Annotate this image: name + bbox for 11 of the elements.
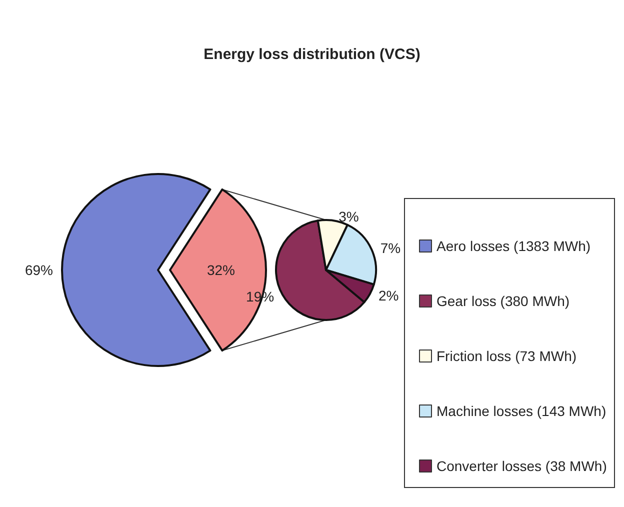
data-label: 69%	[24, 262, 53, 278]
data-label: 32%	[206, 262, 236, 278]
data-label: 7%	[380, 240, 401, 256]
legend-label: Gear loss (380 MWh)	[436, 293, 570, 309]
legend-label: Aero losses (1383 MWh)	[436, 238, 591, 254]
legend-label: Friction loss (73 MWh)	[436, 348, 577, 364]
data-label: 2%	[378, 288, 399, 304]
legend-label: Machine losses (143 MWh)	[436, 403, 606, 419]
legend-label: Converter losses (38 MWh)	[436, 458, 607, 474]
data-label: 3%	[338, 208, 359, 225]
chart-title: Energy loss distribution (VCS)	[204, 46, 420, 63]
